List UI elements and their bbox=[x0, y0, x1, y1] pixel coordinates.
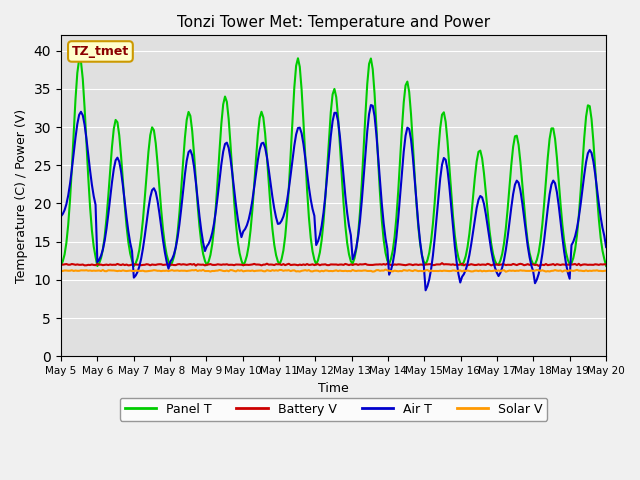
Battery V bbox=[518, 261, 526, 267]
Panel T bbox=[93, 263, 101, 269]
Battery V bbox=[438, 260, 446, 266]
Solar V bbox=[392, 268, 400, 274]
Solar V bbox=[59, 268, 67, 274]
Battery V bbox=[381, 262, 389, 268]
Panel T bbox=[383, 258, 391, 264]
Air T bbox=[602, 244, 610, 250]
Panel T bbox=[602, 263, 610, 269]
Battery V bbox=[391, 262, 399, 267]
Line: Panel T: Panel T bbox=[61, 58, 606, 266]
Solar V bbox=[520, 268, 528, 274]
Line: Battery V: Battery V bbox=[61, 263, 606, 266]
Panel T bbox=[59, 259, 67, 264]
Battery V bbox=[57, 262, 65, 267]
Solar V bbox=[380, 268, 387, 274]
Line: Solar V: Solar V bbox=[61, 270, 606, 272]
Solar V bbox=[57, 268, 65, 274]
Air T bbox=[59, 211, 67, 217]
Panel T bbox=[555, 178, 563, 183]
Solar V bbox=[502, 269, 509, 275]
Air T bbox=[422, 288, 429, 293]
Panel T bbox=[294, 55, 302, 61]
Panel T bbox=[394, 188, 402, 194]
Air T bbox=[555, 203, 563, 208]
Air T bbox=[367, 102, 375, 108]
Battery V bbox=[555, 262, 563, 267]
Panel T bbox=[57, 263, 65, 268]
Legend: Panel T, Battery V, Air T, Solar V: Panel T, Battery V, Air T, Solar V bbox=[120, 398, 547, 420]
Battery V bbox=[380, 261, 387, 267]
Battery V bbox=[59, 262, 67, 267]
Panel T bbox=[385, 261, 393, 267]
Air T bbox=[57, 214, 65, 219]
Y-axis label: Temperature (C) / Power (V): Temperature (C) / Power (V) bbox=[15, 109, 28, 283]
Air T bbox=[381, 235, 389, 241]
Air T bbox=[383, 246, 391, 252]
Air T bbox=[392, 234, 400, 240]
Air T bbox=[520, 215, 528, 220]
Title: Tonzi Tower Met: Temperature and Power: Tonzi Tower Met: Temperature and Power bbox=[177, 15, 490, 30]
Panel T bbox=[520, 203, 528, 209]
Solar V bbox=[381, 267, 389, 273]
Text: TZ_tmet: TZ_tmet bbox=[72, 45, 129, 58]
Battery V bbox=[602, 262, 610, 267]
Solar V bbox=[383, 267, 391, 273]
X-axis label: Time: Time bbox=[318, 382, 349, 395]
Line: Air T: Air T bbox=[61, 105, 606, 290]
Battery V bbox=[535, 263, 543, 269]
Solar V bbox=[555, 268, 563, 274]
Solar V bbox=[602, 268, 610, 274]
